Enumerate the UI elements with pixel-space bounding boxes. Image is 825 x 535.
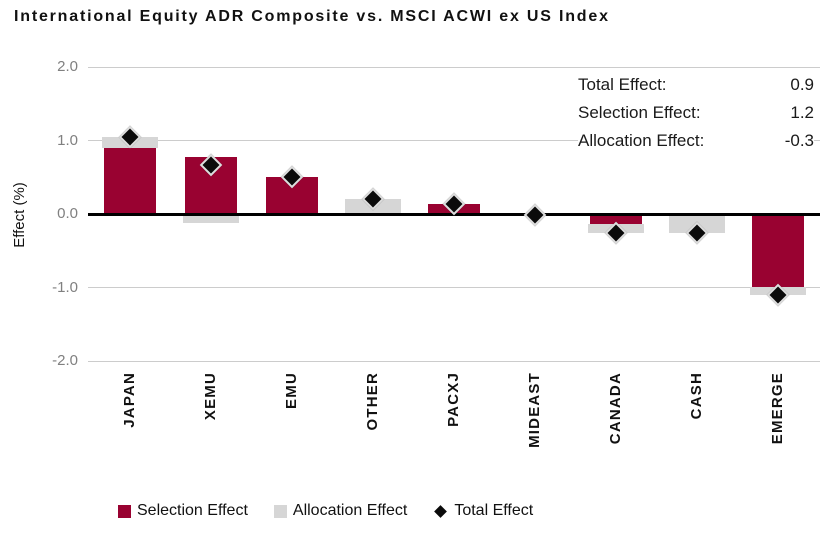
y-axis-tick-label--2.0: -2.0 <box>52 352 78 369</box>
summary-allocation-effect-label: Allocation Effect: <box>578 131 705 150</box>
summary-total-effect-label: Total Effect: <box>578 75 667 94</box>
y-axis-tick-label-0.0: 0.0 <box>57 205 78 222</box>
x-axis-label-canada: CANADA <box>607 372 624 445</box>
legend-item-total-effect: Total Effect <box>433 502 533 520</box>
x-axis-label-mideast: MIDEAST <box>526 372 543 448</box>
y-axis-tick-label-2.0: 2.0 <box>57 58 78 75</box>
bar-selection-effect-emerge <box>752 214 804 287</box>
x-axis-label-pacxj: PACXJ <box>445 372 462 427</box>
summary-selection-effect-label: Selection Effect: <box>578 103 701 122</box>
y-axis-tick-label-1.0: 1.0 <box>57 131 78 149</box>
x-axis-label-emerge: EMERGE <box>769 372 786 445</box>
effect-summary-box: Total Effect: 0.9 Selection Effect: 1.2 … <box>578 71 814 155</box>
gridline-1.0 <box>88 140 820 141</box>
marker-total-effect-mideast <box>523 204 547 227</box>
x-axis-label-other: OTHER <box>364 372 381 431</box>
chart-legend: Selection Effect Allocation Effect Total… <box>118 502 533 520</box>
x-axis-label-xemu: XEMU <box>202 372 219 421</box>
legend-label-allocation-effect: Allocation Effect <box>292 502 408 519</box>
summary-allocation-effect-value: -0.3 <box>784 131 814 150</box>
x-axis-label-emu: EMU <box>283 372 300 409</box>
y-axis-tick-label--1.0: -1.0 <box>52 278 78 296</box>
legend-item-selection-effect: Selection Effect <box>118 502 248 520</box>
y-axis-title: Effect (%) <box>11 182 28 248</box>
x-axis-label-japan: JAPAN <box>121 372 138 428</box>
legend-label-total-effect: Total Effect <box>454 502 534 519</box>
gridline--1.0 <box>88 287 820 288</box>
legend-label-selection-effect: Selection Effect <box>137 502 248 519</box>
gridline-2.0 <box>88 66 820 68</box>
chart-title: International Equity ADR Composite vs. M… <box>14 8 610 25</box>
summary-selection-effect-value: 1.2 <box>790 103 814 122</box>
bar-selection-effect-japan <box>104 147 156 214</box>
selection-effect-swatch-icon <box>118 504 131 518</box>
bar-selection-effect-canada <box>590 214 642 225</box>
gridline--2.0 <box>88 360 820 362</box>
total-effect-diamond-icon <box>434 504 448 518</box>
allocation-effect-swatch-icon <box>273 504 287 518</box>
legend-item-allocation-effect: Allocation Effect <box>273 502 408 520</box>
summary-total-effect-value: 0.9 <box>790 75 814 94</box>
x-axis-label-cash: CASH <box>688 372 705 420</box>
bar-allocation-effect-xemu <box>183 214 239 223</box>
